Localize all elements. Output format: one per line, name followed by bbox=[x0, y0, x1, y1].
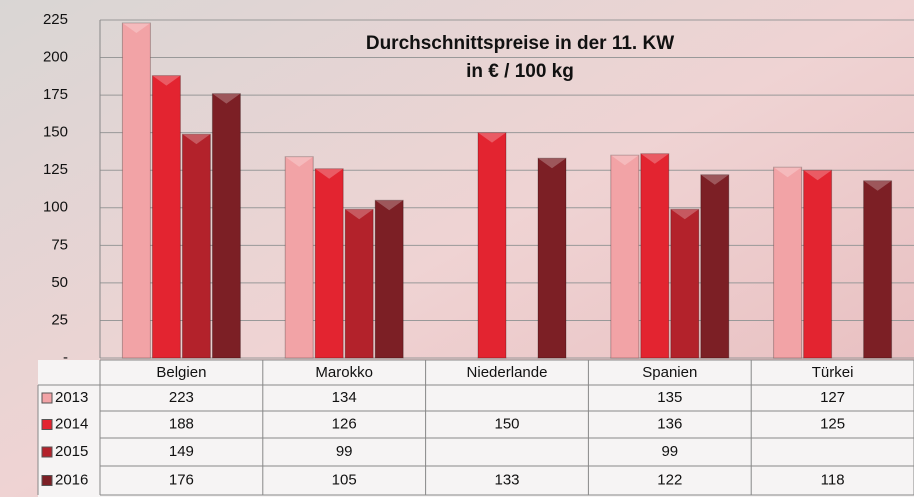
x-tick-label: Türkei bbox=[812, 364, 854, 381]
x-tick-label: Belgien bbox=[156, 364, 206, 381]
table-value: 125 bbox=[820, 415, 845, 432]
y-tick-label: 225 bbox=[43, 11, 68, 28]
chart: Durchschnittspreise in der 11. KW in € /… bbox=[0, 0, 914, 497]
bar bbox=[774, 167, 802, 358]
y-tick-label: - bbox=[63, 349, 68, 366]
y-tick-label: 150 bbox=[43, 124, 68, 141]
y-tick-label: 175 bbox=[43, 86, 68, 103]
table-value: 133 bbox=[494, 471, 519, 488]
chart-title: Durchschnittspreise in der 11. KW bbox=[366, 33, 674, 54]
chart-subtitle: in € / 100 kg bbox=[466, 61, 574, 82]
bar bbox=[671, 209, 699, 358]
x-tick-label: Marokko bbox=[315, 364, 373, 381]
bar bbox=[701, 175, 729, 358]
table-value: 149 bbox=[169, 443, 194, 460]
bar bbox=[804, 170, 832, 358]
bar bbox=[641, 154, 669, 358]
table-value: 126 bbox=[332, 415, 357, 432]
table-value: 127 bbox=[820, 389, 845, 406]
y-tick-label: 125 bbox=[43, 161, 68, 178]
legend-swatch bbox=[42, 420, 52, 430]
y-tick-label: 25 bbox=[51, 311, 68, 328]
x-tick-label: Spanien bbox=[642, 364, 697, 381]
legend-swatch bbox=[42, 476, 52, 486]
y-tick-label: 100 bbox=[43, 199, 68, 216]
bar bbox=[182, 134, 210, 358]
table-value: 122 bbox=[657, 471, 682, 488]
bar bbox=[285, 157, 313, 358]
table-value: 135 bbox=[657, 389, 682, 406]
legend-label: 2014 bbox=[55, 415, 88, 432]
table-value: 223 bbox=[169, 389, 194, 406]
legend-label: 2013 bbox=[55, 389, 88, 406]
table-value: 99 bbox=[336, 443, 353, 460]
table-value: 150 bbox=[494, 415, 519, 432]
table-value: 99 bbox=[661, 443, 678, 460]
bar bbox=[212, 94, 240, 358]
y-tick-label: 200 bbox=[43, 49, 68, 66]
table-value: 105 bbox=[332, 471, 357, 488]
bar bbox=[122, 23, 150, 358]
table-value: 136 bbox=[657, 415, 682, 432]
bar bbox=[538, 158, 566, 358]
table-value: 176 bbox=[169, 471, 194, 488]
bar bbox=[315, 169, 343, 358]
x-tick-label: Niederlande bbox=[467, 364, 548, 381]
legend-label: 2016 bbox=[55, 471, 88, 488]
table-value: 134 bbox=[332, 389, 357, 406]
legend-label: 2015 bbox=[55, 443, 88, 460]
y-tick-label: 50 bbox=[51, 274, 68, 291]
bar bbox=[345, 209, 373, 358]
table-value: 118 bbox=[821, 471, 845, 488]
legend-swatch bbox=[42, 393, 52, 403]
bar bbox=[375, 200, 403, 358]
bar bbox=[864, 181, 892, 358]
legend-swatch bbox=[42, 447, 52, 457]
bar bbox=[152, 76, 180, 358]
y-tick-label: 75 bbox=[51, 236, 68, 253]
bar bbox=[478, 133, 506, 358]
table-value: 188 bbox=[169, 415, 194, 432]
bar bbox=[611, 155, 639, 358]
